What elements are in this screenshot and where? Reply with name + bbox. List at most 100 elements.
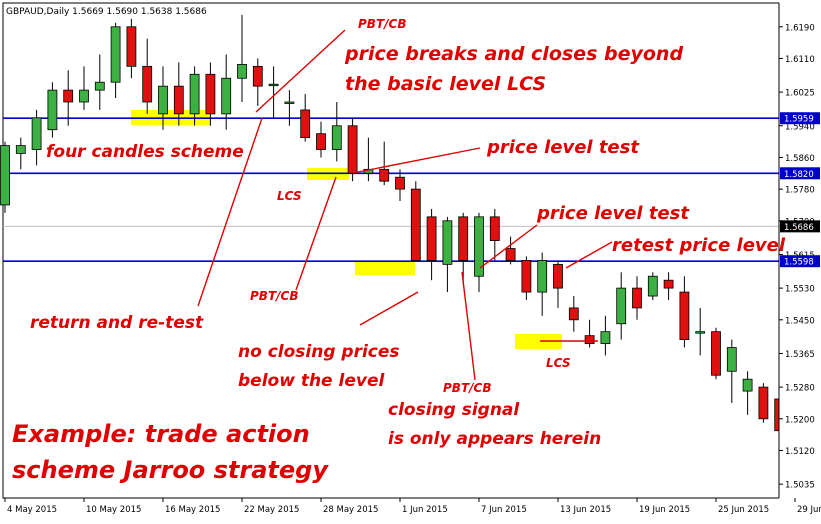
candle-body [238,64,247,78]
annotation-lcs-2: LCS [546,356,571,370]
candle-body [490,217,499,241]
y-tick-label: 1.5120 [785,447,815,457]
annotation-return-retest: return and re-test [30,313,204,333]
x-tick-label: 4 May 2015 [7,505,57,515]
candle-body [459,217,468,261]
candle-body [285,102,294,104]
annotation-retest-price-level: retest price level [612,235,786,256]
annotation-example-line1: Example: trade action [12,420,310,448]
x-tick-label: 10 May 2015 [86,505,141,515]
candle-body [269,84,278,86]
candle-0 [1,142,10,213]
y-tick-label: 1.5530 [785,285,815,295]
candle-body [48,90,57,130]
candle-41 [648,272,657,300]
y-tick-label: 1.5280 [785,384,815,394]
y-tick-label: 1.5200 [785,415,815,425]
candle-body [443,221,452,265]
x-tick-label: 16 May 2015 [165,505,220,515]
annotation-lcs-1: LCS [277,189,302,203]
candle-body [159,86,168,114]
x-tick-label: 29 Jun 2015 [797,505,821,515]
candle-body [317,134,326,150]
candle-body [64,90,73,102]
x-tick-label: 1 Jun 2015 [402,505,448,515]
candle-body [759,387,768,419]
candle-body [16,146,25,154]
y-axis: 1.61901.61101.60251.59401.58601.57801.57… [779,0,821,520]
annotation-closing-signal-line1: closing signal [388,400,520,420]
y-tick-label: 1.5035 [785,481,815,491]
x-tick-label: 7 Jun 2015 [481,505,527,515]
candle-body [1,146,10,205]
candle-22 [348,118,357,181]
chart-header: GBPAUD,Daily 1.5669 1.5690 1.5638 1.5686 [6,7,207,17]
candle-body [696,332,705,334]
annotation-pbt-cb-top: PBT/CB [358,17,406,31]
annotation-price-level-test-2: price level test [536,203,690,224]
y-tick-label: 1.6110 [785,55,815,65]
candle-body [301,110,310,138]
annotation-no-closing-line2: below the level [238,371,385,391]
candle-body [648,276,657,296]
candle-body [32,118,41,150]
candle-body [348,126,357,174]
candle-body [411,189,420,260]
candle-26 [411,181,420,260]
y-tick-label: 1.6025 [785,89,815,99]
candle-body [617,288,626,324]
y-tick-label: 1.5450 [785,316,815,326]
annotation-pbt-cb-low: PBT/CB [443,381,491,395]
candle-body [427,217,436,261]
candle-body [380,169,389,181]
x-tick-label: 22 May 2015 [244,505,299,515]
candle-body [174,86,183,114]
candle-48 [759,383,768,423]
candle-body [569,308,578,320]
candle-3 [48,82,57,137]
annotation-closing-signal-line2: is only appears herein [388,429,601,449]
candle-body [743,379,752,391]
candle-body [95,82,104,90]
candle-body [664,280,673,288]
candle-body [538,260,547,292]
current-price-label: 1.5686 [784,223,814,233]
y-tick-label: 1.6190 [785,23,815,33]
candle-45 [712,328,721,379]
candle-body [522,260,531,292]
candle-body [506,249,515,261]
highlight-zone-3 [355,261,415,275]
candle-body [585,336,594,344]
annotation-pbt-cb-mid: PBT/CB [250,289,298,303]
x-tick-label: 28 May 2015 [323,505,378,515]
candle-body [554,264,563,288]
annotation-four-candles: four candles scheme [46,142,244,162]
annotation-price-level-test-1: price level test [486,137,640,158]
y-tick-label: 1.5780 [785,186,815,196]
annotation-price-breaks-line1: price breaks and closes beyond [344,43,683,65]
candle-body [727,348,736,372]
candle-body [332,126,341,150]
candle-body [143,66,152,102]
candle-body [222,78,231,114]
x-tick-label: 13 Jun 2015 [560,505,611,515]
x-tick-label: 19 Jun 2015 [639,505,690,515]
candle-body [80,90,89,102]
candle-body [712,332,721,376]
candle-body [206,74,215,114]
annotation-example-line2: scheme Jarroo strategy [12,456,329,484]
level-label: 1.5820 [784,170,814,180]
candle-body [190,74,199,114]
candle-body [253,66,262,86]
candle-body [680,292,689,340]
y-tick-label: 1.5860 [785,154,815,164]
level-label: 1.5598 [784,258,814,268]
annotation-price-breaks-line2: the basic level LCS [345,73,546,95]
y-tick-label: 1.5365 [785,350,815,360]
candle-body [127,27,136,67]
candle-body [601,332,610,344]
candle-body [396,177,405,189]
level-label: 1.5959 [784,115,814,125]
candle-body [633,288,642,308]
